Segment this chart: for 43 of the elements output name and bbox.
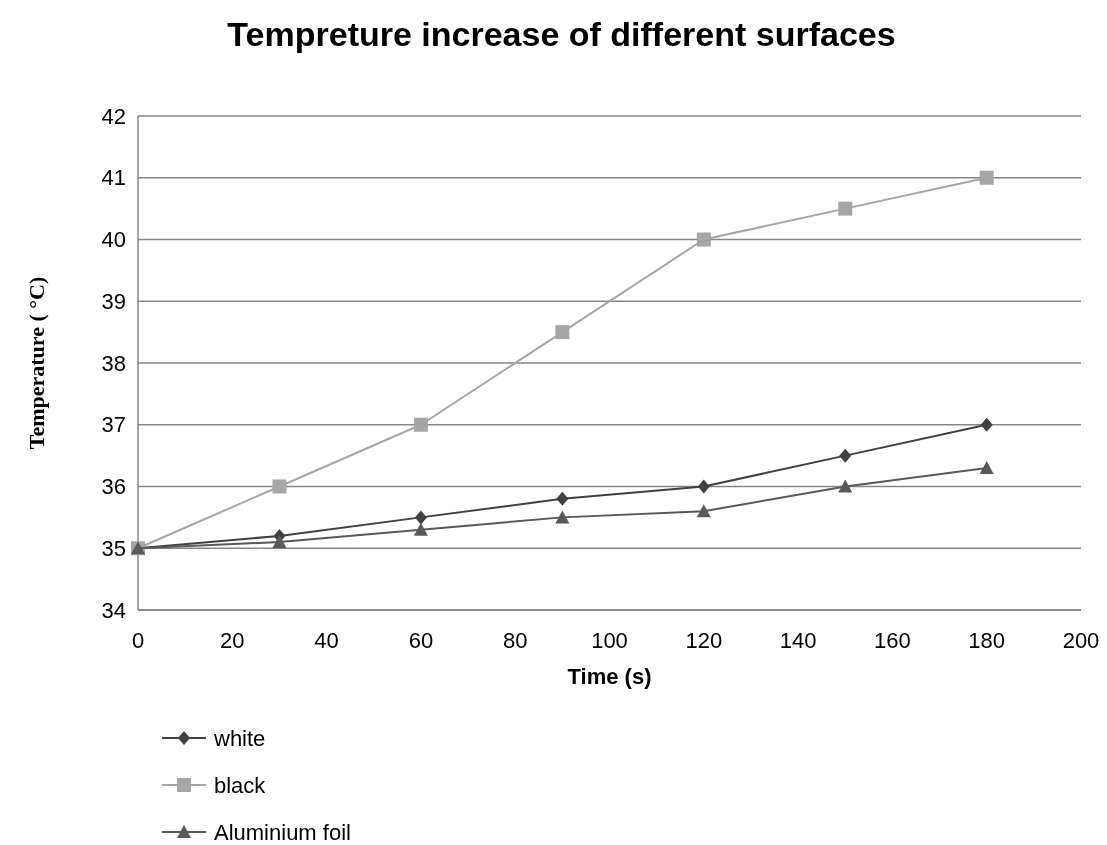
point [980, 417, 993, 432]
y-tick-label: 39 [101, 288, 126, 314]
chart-title: Tempreture increase of different surfaces [227, 15, 896, 53]
legend-label: black [214, 772, 267, 798]
point [272, 535, 287, 549]
legend-label: white [213, 725, 266, 751]
point [839, 448, 852, 463]
y-tick-label: 37 [101, 412, 126, 438]
y-tick-label: 42 [101, 103, 126, 129]
x-tick-label: 0 [131, 628, 145, 653]
point [413, 417, 428, 432]
x-tick-label: 60 [408, 628, 434, 653]
y-tick-label: 35 [101, 535, 126, 561]
point [556, 491, 569, 506]
x-tick-label: 100 [591, 628, 628, 653]
point [979, 460, 994, 474]
point [555, 510, 570, 524]
point [838, 479, 853, 493]
point [555, 325, 570, 340]
point [696, 232, 711, 247]
y-tick-label: 40 [101, 227, 126, 253]
x-tick-label: 140 [779, 628, 817, 653]
x-tick-label: 120 [685, 628, 723, 653]
x-tick-label: 80 [502, 628, 528, 653]
point [697, 479, 710, 494]
point [413, 522, 428, 536]
x-axis-title: Time (s) [567, 664, 652, 689]
point [414, 510, 427, 525]
y-tick-label: 41 [101, 165, 126, 191]
x-tick-label: 200 [1062, 628, 1100, 653]
x-tick-label: 180 [968, 628, 1006, 653]
x-tick-label: 160 [874, 628, 911, 653]
point [696, 504, 711, 518]
point [838, 201, 853, 216]
legend-label: Aluminium foil [214, 819, 351, 845]
y-tick-label: 36 [101, 474, 126, 500]
y-tick-label: 34 [101, 597, 126, 623]
y-axis-title: Temperature ( °C) [23, 276, 49, 450]
x-tick-label: 20 [220, 628, 245, 653]
point [272, 479, 287, 494]
x-tick-label: 40 [314, 628, 339, 653]
y-tick-label: 38 [101, 350, 126, 376]
point [979, 170, 994, 185]
